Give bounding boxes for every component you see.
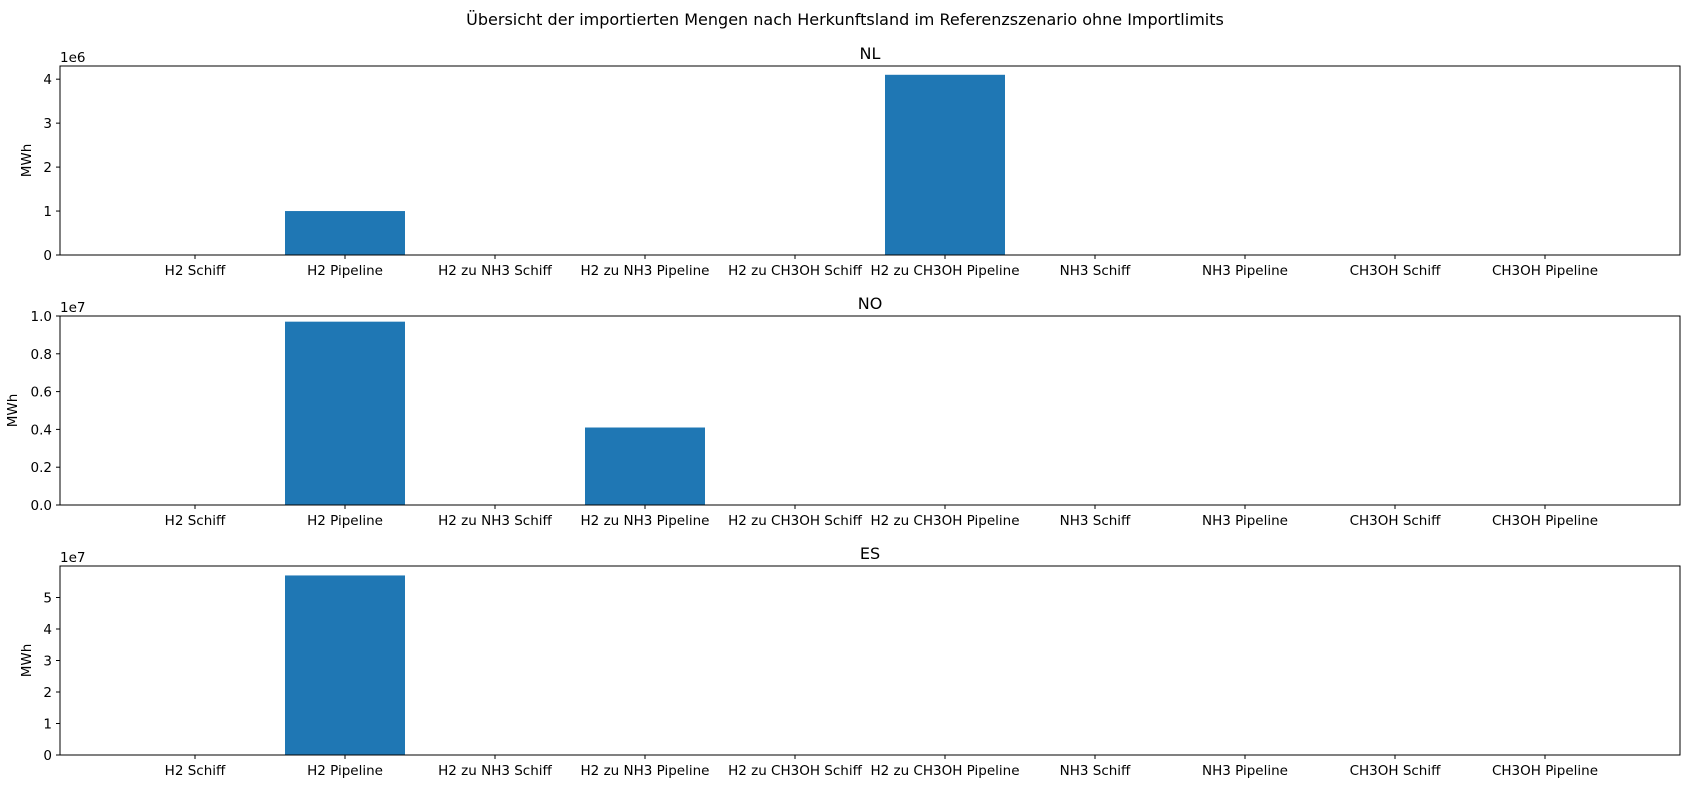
x-tick-label: H2 Schiff — [165, 763, 226, 779]
x-tick-label: H2 Schiff — [165, 263, 226, 279]
axes-frame — [59, 65, 1681, 256]
y-tick-label: 0 — [43, 748, 52, 764]
x-tick-label: NH3 Pipeline — [1202, 263, 1288, 279]
y-tick-label: 0.2 — [31, 460, 52, 476]
x-tick-label: H2 Schiff — [165, 513, 226, 529]
bar-6 — [885, 74, 1005, 255]
x-tick-label: H2 zu CH3OH Pipeline — [870, 513, 1019, 529]
y-tick-label: 0.6 — [31, 385, 52, 401]
x-tick-label: CH3OH Pipeline — [1492, 763, 1598, 779]
x-tick-label: NH3 Pipeline — [1202, 763, 1288, 779]
y-offset-label: 1e7 — [60, 550, 85, 566]
x-tick-label: H2 Pipeline — [307, 263, 383, 279]
y-tick-label: 4 — [43, 72, 52, 88]
subplot-es: H2 Schiff H2 Pipeline H2 zu NH3 Schiff H2 z… — [19, 544, 1681, 779]
x-tick-label: CH3OH Pipeline — [1492, 263, 1598, 279]
x-tick-label: NH3 Schiff — [1060, 263, 1131, 279]
x-tick-label: H2 zu CH3OH Pipeline — [870, 763, 1019, 779]
subplot-title: NO — [858, 294, 883, 313]
bar-2 — [285, 321, 405, 505]
x-tick-label: H2 Pipeline — [307, 513, 383, 529]
x-tick-label: NH3 Schiff — [1060, 513, 1131, 529]
x-tick-label: NH3 Pipeline — [1202, 513, 1288, 529]
y-offset-label: 1e6 — [60, 50, 85, 66]
x-tick-label: H2 zu NH3 Pipeline — [581, 263, 710, 279]
subplot-no: H2 Schiff H2 Pipeline H2 zu NH3 Schiff H2 z… — [5, 294, 1681, 529]
x-tick-label: H2 zu CH3OH Schiff — [728, 263, 862, 279]
y-tick-label: 1.0 — [31, 309, 52, 325]
y-tick-label: 0.8 — [31, 347, 52, 363]
x-tick-label: H2 zu CH3OH Pipeline — [870, 263, 1019, 279]
y-tick-label: 3 — [43, 116, 52, 132]
y-axis-label: MWh — [5, 394, 21, 428]
axes-frame — [59, 315, 1681, 506]
y-tick-label: 5 — [43, 591, 52, 607]
y-tick-label: 1 — [43, 717, 52, 733]
x-tick-label: H2 zu CH3OH Schiff — [728, 763, 862, 779]
x-tick-label: CH3OH Schiff — [1350, 513, 1442, 529]
y-tick-label: 0.4 — [31, 422, 52, 438]
y-tick-label: 0.0 — [31, 498, 52, 514]
subplot-title: ES — [860, 544, 880, 563]
x-tick-label: H2 zu NH3 Pipeline — [581, 513, 710, 529]
figure-suptitle: Übersicht der importierten Mengen nach H… — [466, 10, 1224, 29]
y-tick-label: 4 — [43, 622, 52, 638]
y-tick-label: 0 — [43, 248, 52, 264]
x-tick-label: H2 zu NH3 Schiff — [438, 513, 552, 529]
y-tick-label: 2 — [43, 160, 52, 176]
subplots: H2 Schiff H2 Pipeline H2 zu NH3 Schiff H2 z… — [5, 44, 1681, 779]
x-tick-label: CH3OH Pipeline — [1492, 513, 1598, 529]
x-tick-label: CH3OH Schiff — [1350, 263, 1442, 279]
x-tick-label: H2 zu CH3OH Schiff — [728, 513, 862, 529]
y-tick-label: 1 — [43, 204, 52, 220]
bar-2 — [285, 575, 405, 755]
x-tick-label: H2 zu NH3 Schiff — [438, 263, 552, 279]
y-axis-label: MWh — [19, 644, 35, 678]
bar-2 — [285, 211, 405, 255]
x-tick-label: NH3 Schiff — [1060, 763, 1131, 779]
y-tick-label: 3 — [43, 654, 52, 670]
subplot-nl: H2 Schiff H2 Pipeline H2 zu NH3 Schiff H2 z… — [19, 44, 1681, 279]
x-tick-label: H2 Pipeline — [307, 763, 383, 779]
y-tick-label: 2 — [43, 685, 52, 701]
y-offset-label: 1e7 — [60, 300, 85, 316]
y-axis-label: MWh — [19, 144, 35, 178]
x-tick-label: CH3OH Schiff — [1350, 763, 1442, 779]
x-tick-label: H2 zu NH3 Schiff — [438, 763, 552, 779]
bar-4 — [585, 427, 705, 505]
x-tick-label: H2 zu NH3 Pipeline — [581, 763, 710, 779]
subplot-title: NL — [860, 44, 881, 63]
